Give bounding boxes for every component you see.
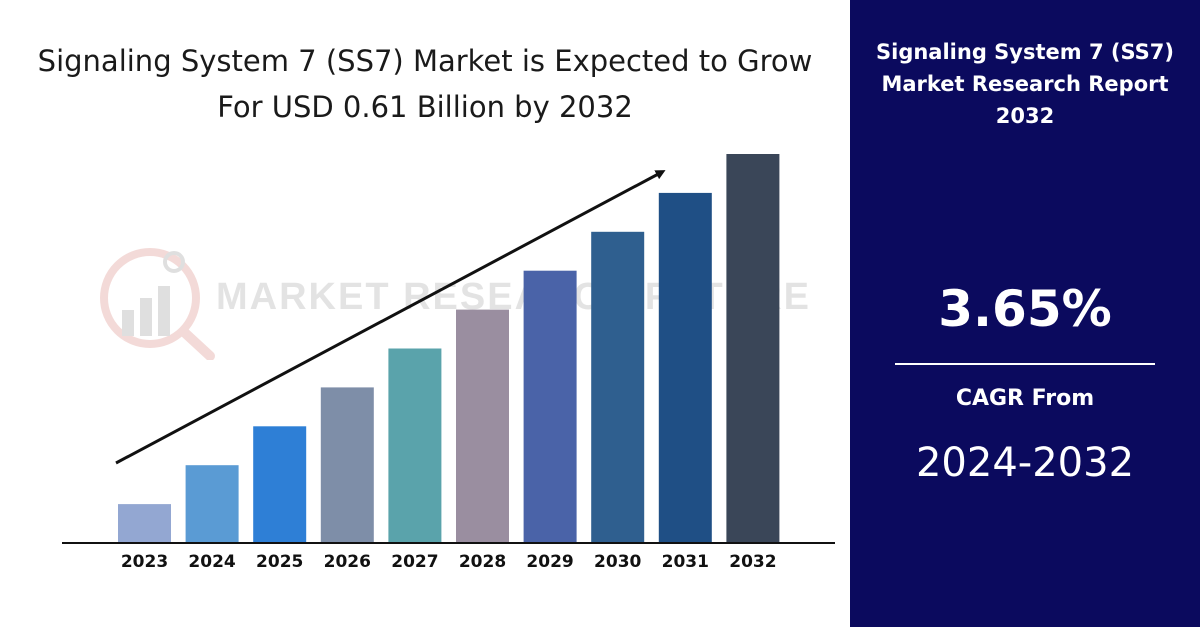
x-tick-label-2029: 2029 bbox=[526, 552, 573, 572]
bar-chart: 2023 2024 2025 2026 2027 2028 2029 2030 2031 2032 bbox=[62, 154, 835, 572]
chart-panel: Signaling System 7 (SS7) Market is Expec… bbox=[37, 44, 835, 572]
bar-2027 bbox=[388, 348, 442, 543]
bar-2029 bbox=[523, 270, 577, 543]
x-tick-label-2032: 2032 bbox=[729, 552, 776, 572]
x-tick-label-2023: 2023 bbox=[121, 552, 168, 572]
bar-2028 bbox=[456, 309, 509, 543]
bar-2023 bbox=[118, 504, 171, 543]
cagr-label: CAGR From bbox=[955, 386, 1095, 411]
report-title: Signaling System 7 (SS7) Market Research… bbox=[850, 36, 1200, 132]
x-tick-label-2024: 2024 bbox=[188, 552, 235, 572]
bar-2031 bbox=[658, 192, 712, 543]
x-tick-label-2030: 2030 bbox=[594, 552, 641, 572]
x-tick-label-2031: 2031 bbox=[662, 552, 709, 572]
report-panel: Signaling System 7 (SS7) Market Research… bbox=[850, 0, 1200, 627]
bar-2026 bbox=[320, 387, 374, 543]
cagr-period: 2024-2032 bbox=[915, 440, 1135, 486]
bars-group bbox=[118, 154, 780, 544]
x-tick-label-2027: 2027 bbox=[391, 552, 438, 572]
report-title-line-3: 2032 bbox=[995, 104, 1055, 128]
chart-title: Signaling System 7 (SS7) Market is Expec… bbox=[37, 44, 813, 124]
bar-2032 bbox=[726, 154, 780, 543]
report-title-line-2: Market Research Report bbox=[881, 72, 1169, 96]
bar-2030 bbox=[591, 231, 645, 544]
x-tick-label-2025: 2025 bbox=[256, 552, 303, 572]
bar-2025 bbox=[253, 426, 307, 543]
x-tick-label-2026: 2026 bbox=[324, 552, 371, 572]
divider bbox=[895, 363, 1155, 365]
trend-arrow bbox=[115, 170, 666, 465]
x-tick-label-2028: 2028 bbox=[459, 552, 506, 572]
bar-2024 bbox=[185, 465, 239, 543]
report-title-line-1: Signaling System 7 (SS7) bbox=[876, 40, 1174, 64]
cagr-value: 3.65% bbox=[938, 280, 1112, 338]
x-tick-labels: 2023 2024 2025 2026 2027 2028 2029 2030 2031 2032 bbox=[121, 552, 777, 572]
